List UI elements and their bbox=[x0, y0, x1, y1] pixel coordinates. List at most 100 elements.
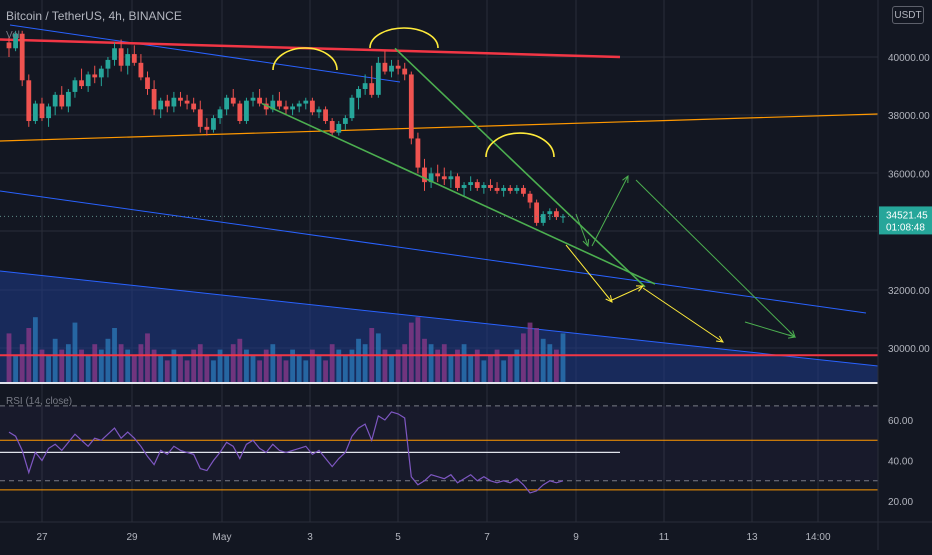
volume-bar bbox=[131, 355, 137, 382]
candle-body bbox=[375, 62, 381, 95]
volume-bar bbox=[349, 349, 355, 382]
volume-bar bbox=[125, 349, 131, 382]
candle-body bbox=[349, 97, 355, 119]
candle-body bbox=[455, 176, 460, 188]
countdown-label: 01:08:48 bbox=[886, 222, 925, 233]
candle-body bbox=[191, 103, 197, 110]
volume-bar bbox=[356, 338, 361, 382]
candle-body bbox=[501, 187, 507, 191]
price-tick-label: 30000.00 bbox=[888, 344, 930, 355]
currency-button[interactable]: USDT bbox=[892, 6, 924, 24]
candle-body bbox=[336, 123, 342, 133]
wedge-upper-line bbox=[394, 47, 646, 288]
candle-body bbox=[72, 80, 78, 92]
projection-arrow bbox=[591, 175, 629, 247]
candle-body bbox=[224, 97, 230, 110]
volume-bar bbox=[501, 360, 507, 382]
candle-body bbox=[481, 185, 487, 188]
candle-body bbox=[448, 176, 454, 180]
candle-body bbox=[309, 100, 315, 113]
volume-bar bbox=[507, 355, 513, 382]
volume-bar bbox=[257, 360, 263, 382]
candle-body bbox=[283, 106, 289, 110]
candle-body bbox=[145, 77, 150, 90]
volume-bar bbox=[52, 338, 58, 382]
candle-body bbox=[6, 42, 12, 49]
projection-arrow bbox=[744, 321, 796, 338]
volume-bar bbox=[527, 322, 533, 382]
volume-bar bbox=[197, 344, 203, 382]
channel-lower-line bbox=[0, 270, 879, 367]
projection-arrow-head bbox=[622, 174, 629, 184]
volume-bar bbox=[402, 344, 408, 382]
candle-body bbox=[316, 109, 322, 113]
projection-arrow bbox=[642, 287, 724, 343]
volume-bar bbox=[481, 360, 487, 382]
volume-bar bbox=[79, 349, 84, 382]
volume-bar bbox=[237, 338, 243, 382]
candle-body bbox=[408, 74, 414, 139]
candle-body bbox=[514, 187, 520, 191]
candle-body bbox=[204, 126, 210, 130]
candle-body bbox=[369, 83, 375, 95]
panel-separator bbox=[0, 382, 932, 384]
volume-bar bbox=[19, 344, 25, 382]
projection-arrow-head bbox=[605, 295, 613, 303]
candle-body bbox=[534, 202, 540, 223]
volume-bar bbox=[244, 349, 249, 382]
candle-body bbox=[98, 68, 104, 78]
volume-bar bbox=[224, 355, 230, 382]
candle-body bbox=[79, 80, 84, 87]
time-tick-label: 7 bbox=[484, 532, 490, 543]
rsi-tick-label: 60.00 bbox=[888, 416, 913, 427]
volume-bar bbox=[408, 322, 414, 382]
time-tick-label: 14:00 bbox=[805, 532, 830, 543]
candle-body bbox=[39, 103, 45, 119]
candle-body bbox=[395, 65, 401, 69]
volume-bar bbox=[145, 333, 150, 382]
rsi-tick-label: 20.00 bbox=[888, 497, 913, 508]
volume-bar bbox=[105, 338, 111, 382]
candle-body bbox=[362, 83, 368, 90]
candle-body bbox=[92, 74, 98, 78]
price-tick-label: 38000.00 bbox=[888, 111, 930, 122]
price-tick-label: 40000.00 bbox=[888, 53, 930, 64]
volume-bar bbox=[316, 355, 322, 382]
candle-body bbox=[342, 118, 348, 124]
channel-mid-line bbox=[0, 190, 867, 314]
candle-body bbox=[230, 97, 236, 104]
candle-body bbox=[158, 100, 164, 110]
volume-bar bbox=[211, 360, 216, 382]
candle-body bbox=[474, 182, 480, 188]
orange-trendline bbox=[0, 113, 879, 142]
candle-body bbox=[244, 100, 249, 122]
volume-bar bbox=[375, 333, 381, 382]
volume-bar bbox=[521, 333, 526, 382]
volume-bar bbox=[250, 355, 256, 382]
projection-arrow bbox=[565, 244, 613, 303]
candle-body bbox=[547, 211, 553, 215]
candle-body bbox=[356, 89, 361, 98]
volume-bar bbox=[290, 349, 295, 382]
volume-bar bbox=[428, 344, 434, 382]
volume-label: Vol bbox=[6, 30, 20, 41]
volume-bar bbox=[217, 349, 223, 382]
volume-bar bbox=[514, 349, 520, 382]
volume-bar bbox=[547, 344, 553, 382]
volume-bar bbox=[560, 333, 566, 382]
volume-bar bbox=[263, 349, 269, 382]
candle-body bbox=[468, 182, 474, 186]
last-price-box bbox=[879, 206, 932, 235]
candle-body bbox=[382, 62, 388, 72]
candle-body bbox=[521, 187, 526, 194]
volume-bar bbox=[46, 355, 51, 382]
last-price-label: 34521.45 bbox=[886, 210, 928, 221]
candle-body bbox=[329, 121, 335, 133]
volume-bar bbox=[13, 355, 18, 382]
volume-bar bbox=[309, 349, 315, 382]
candle-body bbox=[26, 80, 32, 122]
volume-bar bbox=[415, 317, 421, 382]
time-tick-label: 13 bbox=[746, 532, 758, 543]
